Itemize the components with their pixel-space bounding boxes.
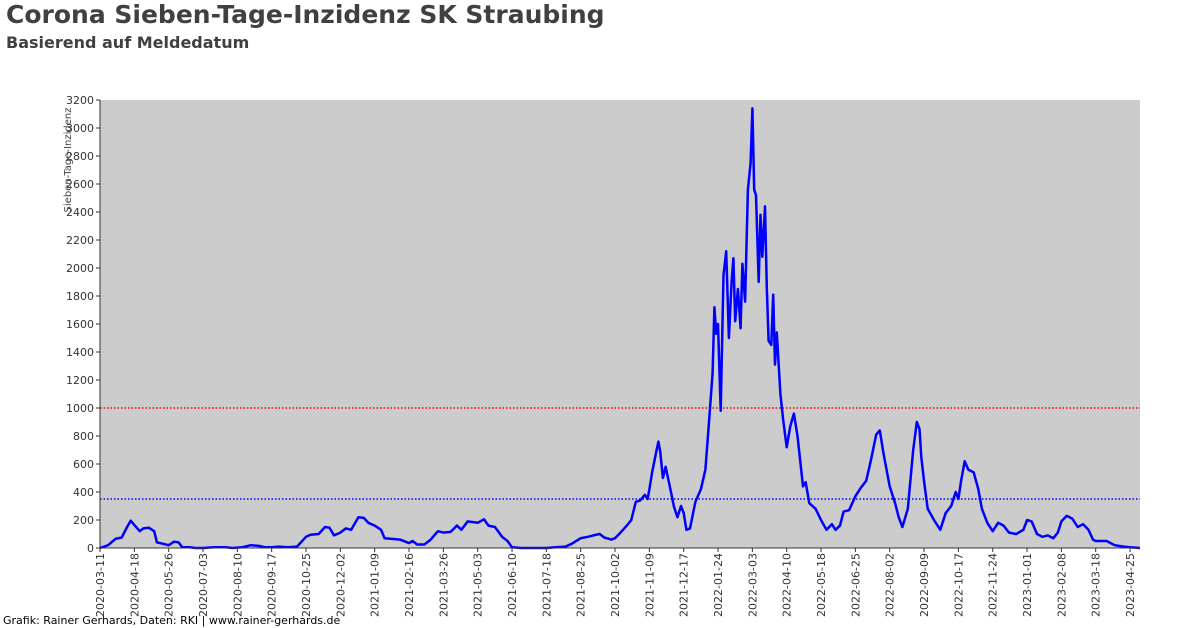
y-tick-label: 800	[73, 430, 94, 443]
x-tick-label: 2022-05-18	[815, 553, 828, 617]
x-tick-label: 2021-12-17	[678, 553, 691, 617]
y-tick-label: 200	[73, 514, 94, 527]
y-tick-label: 3000	[66, 122, 94, 135]
y-tick-label: 1800	[66, 290, 94, 303]
y-tick-label: 1000	[66, 402, 94, 415]
x-tick-label: 2023-03-18	[1090, 553, 1103, 617]
x-tick-label: 2022-04-10	[781, 553, 794, 617]
y-tick-label: 2600	[66, 178, 94, 191]
y-tick-label: 0	[87, 542, 94, 555]
x-tick-label: 2020-04-18	[128, 553, 141, 617]
y-tick-label: 1200	[66, 374, 94, 387]
x-tick-label: 2020-08-10	[231, 553, 244, 617]
plot-area	[100, 100, 1140, 548]
y-tick-label: 2800	[66, 150, 94, 163]
x-tick-label: 2022-10-17	[952, 553, 965, 617]
x-tick-label: 2023-01-01	[1021, 553, 1034, 617]
x-tick-label: 2023-04-25	[1124, 553, 1137, 617]
x-tick-label: 2022-09-09	[918, 553, 931, 617]
y-tick-label: 3200	[66, 94, 94, 107]
x-tick-label: 2021-08-25	[575, 553, 588, 617]
x-tick-label: 2021-01-09	[369, 553, 382, 617]
x-tick-label: 2020-12-02	[334, 553, 347, 617]
y-tick-label: 1600	[66, 318, 94, 331]
x-tick-label: 2021-07-18	[540, 553, 553, 617]
y-tick-label: 600	[73, 458, 94, 471]
x-tick-label: 2022-01-24	[712, 553, 725, 617]
x-tick-label: 2021-05-03	[472, 553, 485, 617]
series-line-incidence	[99, 107, 1141, 550]
y-tick-label: 1400	[66, 346, 94, 359]
x-tick-label: 2020-05-26	[163, 553, 176, 617]
y-tick-label: 2000	[66, 262, 94, 275]
x-tick-label: 2020-10-25	[300, 553, 313, 617]
y-tick-label: 2200	[66, 234, 94, 247]
chart-title: Corona Sieben-Tage-Inzidenz SK Straubing	[6, 0, 605, 29]
x-tick-label: 2021-02-16	[403, 553, 416, 617]
y-tick-label: 400	[73, 486, 94, 499]
x-tick-label: 2022-06-25	[849, 553, 862, 617]
x-tick-label: 2020-09-17	[266, 553, 279, 617]
x-tick-label: 2021-06-10	[506, 553, 519, 617]
x-tick-label: 2023-02-08	[1055, 553, 1068, 617]
x-tick-label: 2022-03-03	[746, 553, 759, 617]
x-tick-label: 2020-03-11	[94, 553, 107, 617]
x-tick-label: 2022-11-24	[987, 553, 1000, 617]
x-tick-label: 2021-03-26	[437, 553, 450, 617]
x-tick-label: 2022-08-02	[884, 553, 897, 617]
chart-subtitle: Basierend auf Meldedatum	[6, 33, 250, 52]
x-tick-label: 2021-11-09	[643, 553, 656, 617]
y-axis-label: Sieben-Tage-Inzidenz	[63, 108, 74, 213]
x-tick-label: 2020-07-03	[197, 553, 210, 617]
x-tick-label: 2021-10-02	[609, 553, 622, 617]
y-tick-label: 2400	[66, 206, 94, 219]
chart-footer: Grafik: Rainer Gerhards, Daten: RKI | ww…	[3, 614, 341, 627]
